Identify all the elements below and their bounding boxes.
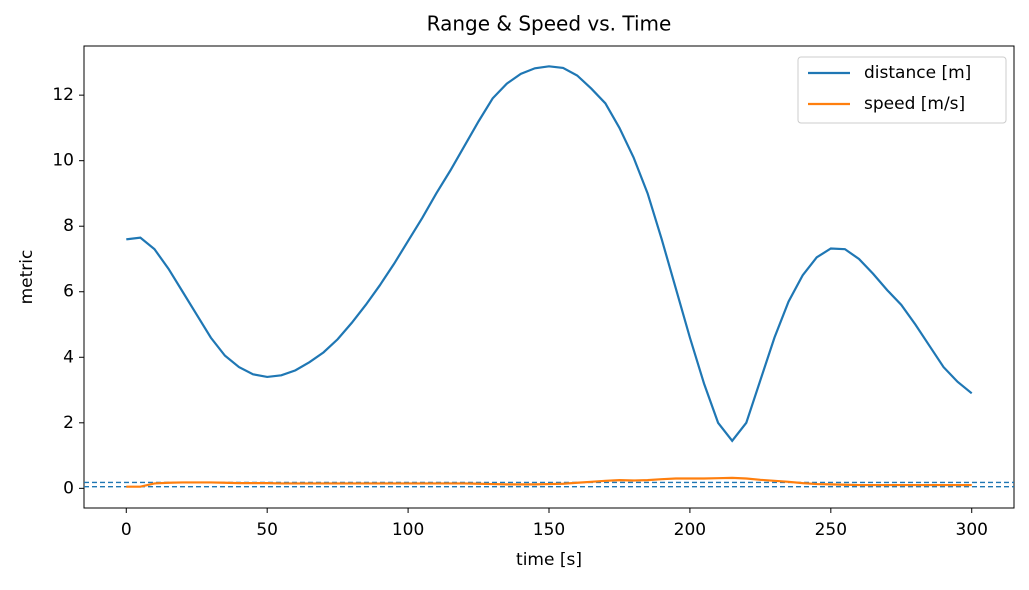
legend-label: speed [m/s] xyxy=(864,94,965,114)
y-tick-label: 0 xyxy=(63,478,74,498)
y-tick-label: 12 xyxy=(52,85,74,105)
x-tick-label: 150 xyxy=(533,520,565,540)
x-tick-label: 0 xyxy=(121,520,132,540)
x-tick-label: 200 xyxy=(674,520,706,540)
x-axis-label: time [s] xyxy=(516,550,582,570)
x-tick-label: 50 xyxy=(256,520,278,540)
y-tick-label: 8 xyxy=(63,216,74,236)
legend-label: distance [m] xyxy=(864,63,971,83)
x-tick-label: 250 xyxy=(815,520,847,540)
chart-title: Range & Speed vs. Time xyxy=(427,12,672,36)
y-axis-label: metric xyxy=(17,250,37,305)
y-tick-label: 10 xyxy=(52,151,74,171)
y-tick-label: 4 xyxy=(63,347,74,367)
x-tick-label: 300 xyxy=(956,520,988,540)
x-tick-label: 100 xyxy=(392,520,424,540)
data-line xyxy=(126,65,973,443)
y-tick-label: 6 xyxy=(63,282,74,302)
y-tick-label: 2 xyxy=(63,413,74,433)
data-line xyxy=(126,476,972,488)
